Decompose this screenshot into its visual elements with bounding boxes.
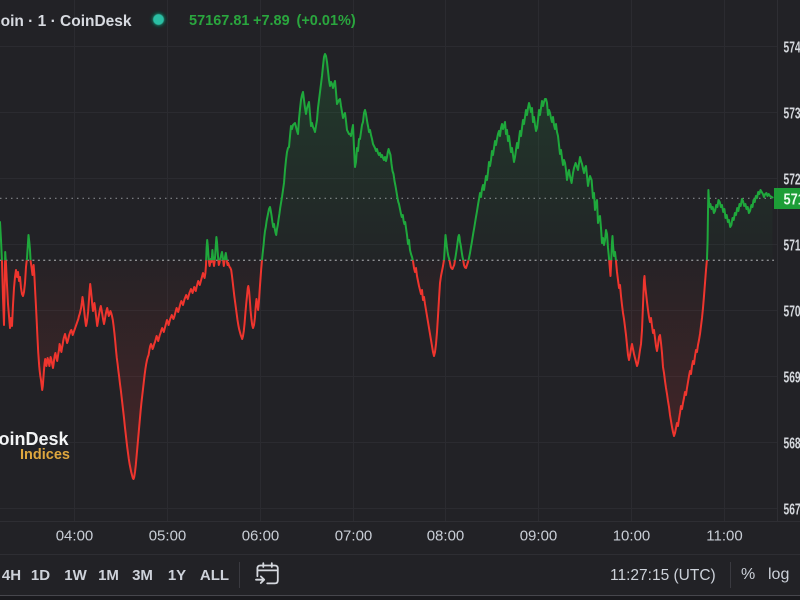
svg-text:57200: 57200 <box>784 170 800 188</box>
svg-text:57100: 57100 <box>784 236 800 254</box>
svg-text:08:00: 08:00 <box>427 528 465 545</box>
svg-text:11:00: 11:00 <box>706 528 742 545</box>
svg-text:06:00: 06:00 <box>242 528 280 545</box>
svg-text:07:00: 07:00 <box>335 528 373 545</box>
svg-text:57000: 57000 <box>784 302 800 320</box>
svg-text:57400: 57400 <box>784 38 800 56</box>
svg-text:09:00: 09:00 <box>520 528 558 545</box>
svg-text:56900: 56900 <box>784 368 800 386</box>
svg-text:57300: 57300 <box>784 104 800 122</box>
svg-text:05:00: 05:00 <box>149 528 187 545</box>
svg-text:56700: 56700 <box>784 500 800 518</box>
svg-text:57168: 57168 <box>784 191 800 209</box>
svg-text:56800: 56800 <box>784 434 800 452</box>
svg-text:10:00: 10:00 <box>613 528 651 545</box>
svg-text:04:00: 04:00 <box>56 528 94 545</box>
